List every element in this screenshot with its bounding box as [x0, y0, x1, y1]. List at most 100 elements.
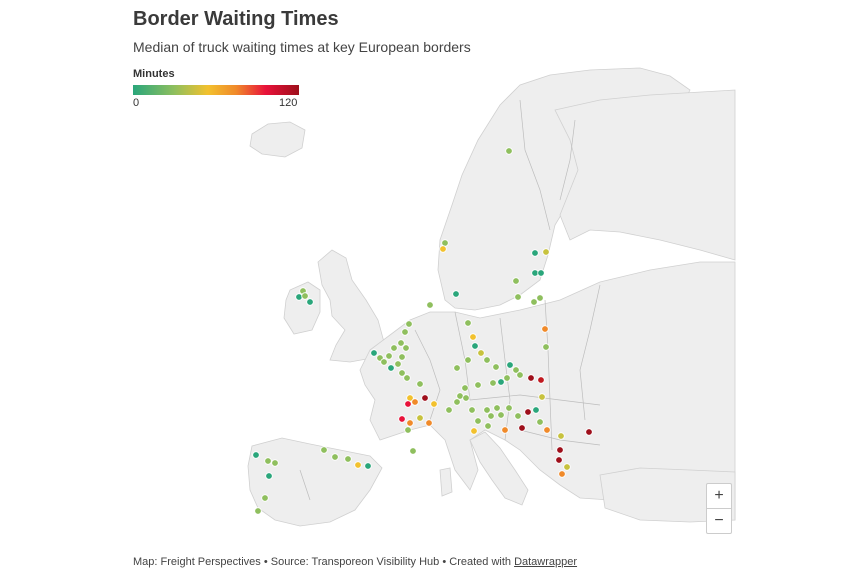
crossing-point [556, 446, 564, 454]
crossing-point [464, 356, 472, 364]
crossing-point [474, 381, 482, 389]
zoom-in-button[interactable]: + [714, 487, 724, 504]
crossing-point [489, 379, 497, 387]
crossing-point [265, 472, 273, 480]
crossing-point [531, 249, 539, 257]
crossing-point [425, 419, 433, 427]
crossing-point [439, 245, 447, 253]
crossing-point [370, 349, 378, 357]
crossing-point [306, 298, 314, 306]
crossing-point [404, 400, 412, 408]
crossing-point [254, 507, 262, 515]
crossing-point [404, 426, 412, 434]
crossing-point [430, 400, 438, 408]
crossing-point [492, 363, 500, 371]
crossing-point [512, 277, 520, 285]
crossing-point [252, 451, 260, 459]
footer: Map: Freight Perspectives • Source: Tran… [133, 556, 577, 568]
footer-credit: Map: Freight Perspectives • Source: Tran… [133, 556, 515, 568]
page-subtitle: Median of truck waiting times at key Eur… [133, 39, 471, 55]
crossing-point [537, 269, 545, 277]
crossing-point [462, 394, 470, 402]
crossing-point [264, 457, 272, 465]
crossing-point [468, 406, 476, 414]
europe-map[interactable] [0, 0, 860, 550]
crossing-point [512, 366, 520, 374]
crossing-point [527, 374, 535, 382]
border-crossing-points[interactable] [252, 147, 593, 515]
crossing-point [536, 418, 544, 426]
crossing-point [416, 414, 424, 422]
crossing-point [401, 328, 409, 336]
crossing-point [538, 393, 546, 401]
crossing-point [585, 428, 593, 436]
page-title: Border Waiting Times [133, 8, 339, 30]
crossing-point [403, 374, 411, 382]
crossing-point [426, 301, 434, 309]
crossing-point [397, 339, 405, 347]
crossing-point [456, 392, 464, 400]
crossing-point [555, 456, 563, 464]
crossing-point [402, 344, 410, 352]
crossing-point [380, 358, 388, 366]
crossing-point [563, 463, 571, 471]
crossing-point [271, 459, 279, 467]
crossing-point [487, 412, 495, 420]
crossing-point [344, 455, 352, 463]
crossing-point [453, 364, 461, 372]
crossing-point [493, 404, 501, 412]
crossing-point [477, 349, 485, 357]
datawrapper-link[interactable]: Datawrapper [514, 556, 578, 568]
crossing-point [469, 333, 477, 341]
crossing-point [471, 342, 479, 350]
crossing-point [416, 380, 424, 388]
crossing-point [261, 494, 269, 502]
crossing-point [331, 453, 339, 461]
crossing-point [295, 293, 303, 301]
crossing-point [514, 293, 522, 301]
crossing-point [398, 353, 406, 361]
crossing-point [470, 427, 478, 435]
crossing-point [557, 432, 565, 440]
legend-title: Minutes [133, 68, 175, 80]
legend-min-label: 0 [133, 97, 140, 109]
crossing-point [409, 447, 417, 455]
crossing-point [464, 319, 472, 327]
crossing-point [558, 470, 566, 478]
crossing-point [542, 248, 550, 256]
crossing-point [518, 424, 526, 432]
crossing-point [385, 352, 393, 360]
crossing-point [394, 360, 402, 368]
crossing-point [406, 419, 414, 427]
crossing-point [484, 422, 492, 430]
crossing-point [405, 320, 413, 328]
crossing-point [364, 462, 372, 470]
crossing-point [514, 412, 522, 420]
crossing-point [452, 290, 460, 298]
crossing-point [497, 411, 505, 419]
crossing-point [453, 398, 461, 406]
crossing-point [541, 325, 549, 333]
crossing-point [530, 298, 538, 306]
crossing-point [445, 406, 453, 414]
crossing-point [421, 394, 429, 402]
crossing-point [505, 404, 513, 412]
crossing-point [542, 343, 550, 351]
crossing-point [398, 369, 406, 377]
crossing-point [506, 361, 514, 369]
crossing-point [505, 147, 513, 155]
crossing-point [301, 292, 309, 300]
crossing-point [398, 415, 406, 423]
crossing-point [483, 356, 491, 364]
crossing-point [524, 408, 532, 416]
crossing-point [461, 384, 469, 392]
crossing-point [516, 371, 524, 379]
crossing-point [536, 294, 544, 302]
zoom-divider [707, 508, 731, 509]
crossing-point [537, 376, 545, 384]
crossing-point [320, 446, 328, 454]
map-landmasses [247, 67, 736, 527]
crossing-point [387, 364, 395, 372]
zoom-out-button[interactable]: − [714, 512, 724, 529]
crossing-point [354, 461, 362, 469]
